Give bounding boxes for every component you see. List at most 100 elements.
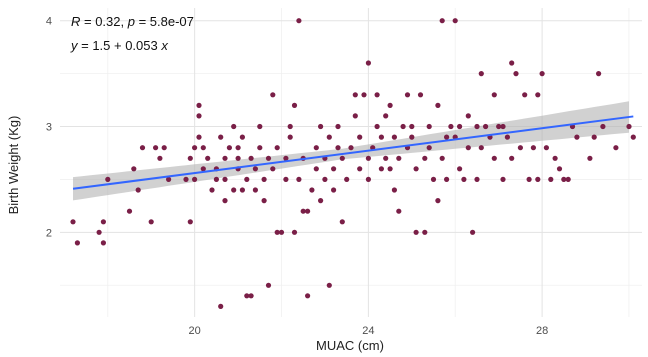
- data-point: [439, 18, 445, 24]
- data-point: [535, 92, 541, 98]
- confidence-band-area: [73, 101, 629, 201]
- data-point: [391, 134, 397, 140]
- data-point: [491, 92, 497, 98]
- stats-annotation: R = 0.32, p = 5.8e-07: [71, 14, 194, 29]
- data-point: [339, 155, 345, 161]
- data-point: [291, 229, 298, 235]
- p-value: = 5.8e-07: [135, 14, 194, 29]
- data-point: [231, 123, 237, 130]
- data-point: [296, 18, 302, 24]
- data-point: [218, 303, 224, 309]
- data-point: [461, 176, 467, 182]
- data-point: [452, 18, 458, 24]
- data-point: [222, 198, 228, 204]
- data-point: [257, 123, 263, 130]
- data-point: [313, 145, 319, 151]
- data-point: [539, 71, 545, 77]
- r-value: = 0.32,: [80, 14, 127, 29]
- data-point: [105, 176, 111, 182]
- data-point: [387, 102, 393, 108]
- data-point: [331, 166, 337, 172]
- data-point: [287, 123, 293, 130]
- y-tick-label: 3: [46, 122, 52, 134]
- data-point: [470, 229, 476, 235]
- data-point: [552, 155, 558, 161]
- data-point: [209, 187, 215, 193]
- data-point: [357, 166, 363, 172]
- data-point: [283, 176, 289, 182]
- data-point: [435, 102, 441, 108]
- data-point: [248, 155, 254, 161]
- data-point: [422, 155, 428, 161]
- data-point: [365, 60, 371, 66]
- data-point: [300, 208, 306, 214]
- data-point: [100, 240, 106, 246]
- data-point: [361, 92, 367, 98]
- data-point: [235, 145, 241, 151]
- data-point: [291, 102, 298, 108]
- data-point: [591, 134, 597, 140]
- data-point: [439, 155, 445, 161]
- data-point: [478, 71, 484, 77]
- data-point: [235, 155, 241, 161]
- data-point: [126, 208, 133, 214]
- data-point: [483, 123, 489, 130]
- data-point: [196, 102, 202, 108]
- data-point: [426, 123, 432, 130]
- data-point: [200, 166, 206, 172]
- panel-background: [60, 8, 642, 317]
- y-tick-labels: 2 3 4: [46, 16, 52, 240]
- data-point: [491, 155, 497, 161]
- data-point: [274, 145, 280, 151]
- data-point: [261, 176, 267, 182]
- data-point: [270, 92, 276, 98]
- data-point: [222, 155, 228, 161]
- data-point: [374, 92, 380, 98]
- data-point: [383, 155, 389, 161]
- r-label: R: [71, 14, 80, 29]
- data-point: [192, 176, 198, 182]
- data-point: [448, 123, 454, 130]
- data-point: [244, 293, 250, 299]
- data-point: [287, 134, 293, 140]
- data-points: [70, 18, 636, 309]
- data-point: [357, 134, 363, 140]
- data-point: [326, 282, 332, 288]
- data-point: [196, 113, 202, 119]
- data-point: [365, 155, 371, 161]
- data-point: [200, 145, 206, 151]
- data-point: [348, 145, 354, 151]
- regression-line-path: [72, 115, 634, 190]
- data-point: [378, 166, 384, 172]
- data-point: [409, 134, 415, 140]
- p-label: p: [127, 14, 135, 29]
- data-point: [239, 134, 245, 140]
- equation-lhs: y: [70, 38, 79, 53]
- data-point: [522, 92, 528, 98]
- data-point: [535, 176, 541, 182]
- data-point: [444, 176, 450, 182]
- data-point: [322, 176, 328, 182]
- data-point: [205, 155, 211, 161]
- equation-annotation: y = 1.5 + 0.053 x: [70, 38, 168, 53]
- data-point: [613, 145, 619, 151]
- data-point: [196, 134, 202, 140]
- data-point: [339, 219, 345, 225]
- data-point: [500, 123, 506, 130]
- data-point: [543, 145, 550, 151]
- data-point: [509, 155, 515, 161]
- y-axis-title: Birth Weight (Kg): [6, 116, 21, 215]
- data-point: [513, 71, 519, 77]
- data-point: [396, 155, 402, 161]
- data-point: [365, 176, 371, 182]
- y-tick-label: 4: [46, 16, 52, 28]
- data-point: [474, 123, 480, 130]
- data-point: [352, 113, 358, 119]
- data-point: [400, 123, 406, 130]
- data-point: [222, 176, 228, 182]
- data-point: [70, 219, 76, 225]
- data-point: [526, 176, 532, 182]
- data-point: [417, 92, 424, 98]
- data-point: [344, 176, 350, 182]
